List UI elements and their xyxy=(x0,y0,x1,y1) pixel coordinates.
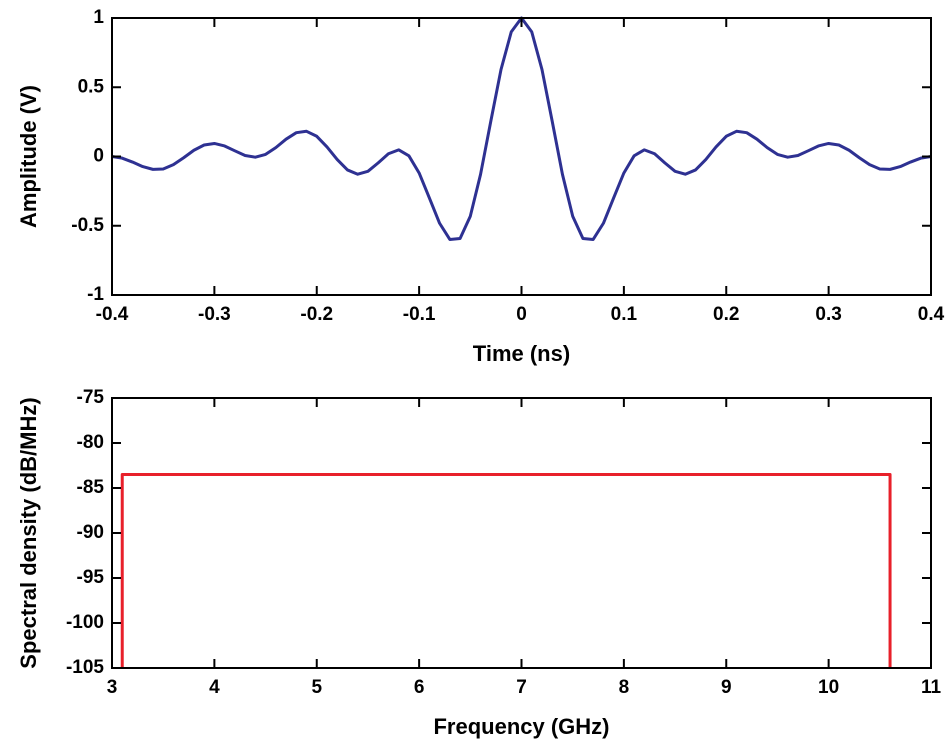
y-tick-label: -0.5 xyxy=(71,215,104,236)
x-tick-label: 5 xyxy=(311,677,322,698)
x-tick-label: 9 xyxy=(721,677,732,698)
x-tick-label: 7 xyxy=(516,677,527,698)
x-tick-label: 0.3 xyxy=(815,304,841,325)
x-tick-label: 10 xyxy=(818,677,839,698)
y-tick-label: -100 xyxy=(66,612,104,633)
y-tick-label: 0 xyxy=(93,146,104,167)
x-tick-label: 11 xyxy=(921,677,942,698)
x-tick-label: 0.4 xyxy=(918,304,945,325)
x-tick-label: 6 xyxy=(414,677,425,698)
y-tick-label: -85 xyxy=(77,477,105,498)
x-tick-label: -0.3 xyxy=(198,304,231,325)
y-tick-label: -105 xyxy=(66,657,104,678)
y-tick-label: -95 xyxy=(77,567,105,588)
x-tick-label: 0 xyxy=(516,304,527,325)
data-line xyxy=(111,16,932,241)
y-tick-label: -90 xyxy=(77,522,104,543)
y-tick-label: -80 xyxy=(77,432,104,453)
x-tick-label: 0.2 xyxy=(713,304,739,325)
x-tick-label: -0.2 xyxy=(300,304,333,325)
axes-box xyxy=(111,17,932,296)
x-axis-title: Frequency (GHz) xyxy=(433,714,609,739)
y-tick-label: 1 xyxy=(93,7,104,28)
axes-box xyxy=(111,397,932,669)
x-axis-title: Time (ns) xyxy=(473,341,570,366)
data-line xyxy=(120,473,892,668)
x-tick-label: -0.1 xyxy=(403,304,436,325)
x-tick-label: 4 xyxy=(209,677,220,698)
y-axis-title: Spectral density (dB/MHz) xyxy=(16,397,41,668)
y-tick-label: -1 xyxy=(87,284,104,305)
x-tick-label: -0.4 xyxy=(96,304,129,325)
y-tick-label: -75 xyxy=(77,387,105,408)
x-tick-label: 0.1 xyxy=(611,304,638,325)
x-tick-label: 8 xyxy=(619,677,630,698)
y-axis-title: Amplitude (V) xyxy=(16,85,41,228)
y-tick-label: 0.5 xyxy=(78,76,105,97)
x-tick-label: 3 xyxy=(107,677,118,698)
